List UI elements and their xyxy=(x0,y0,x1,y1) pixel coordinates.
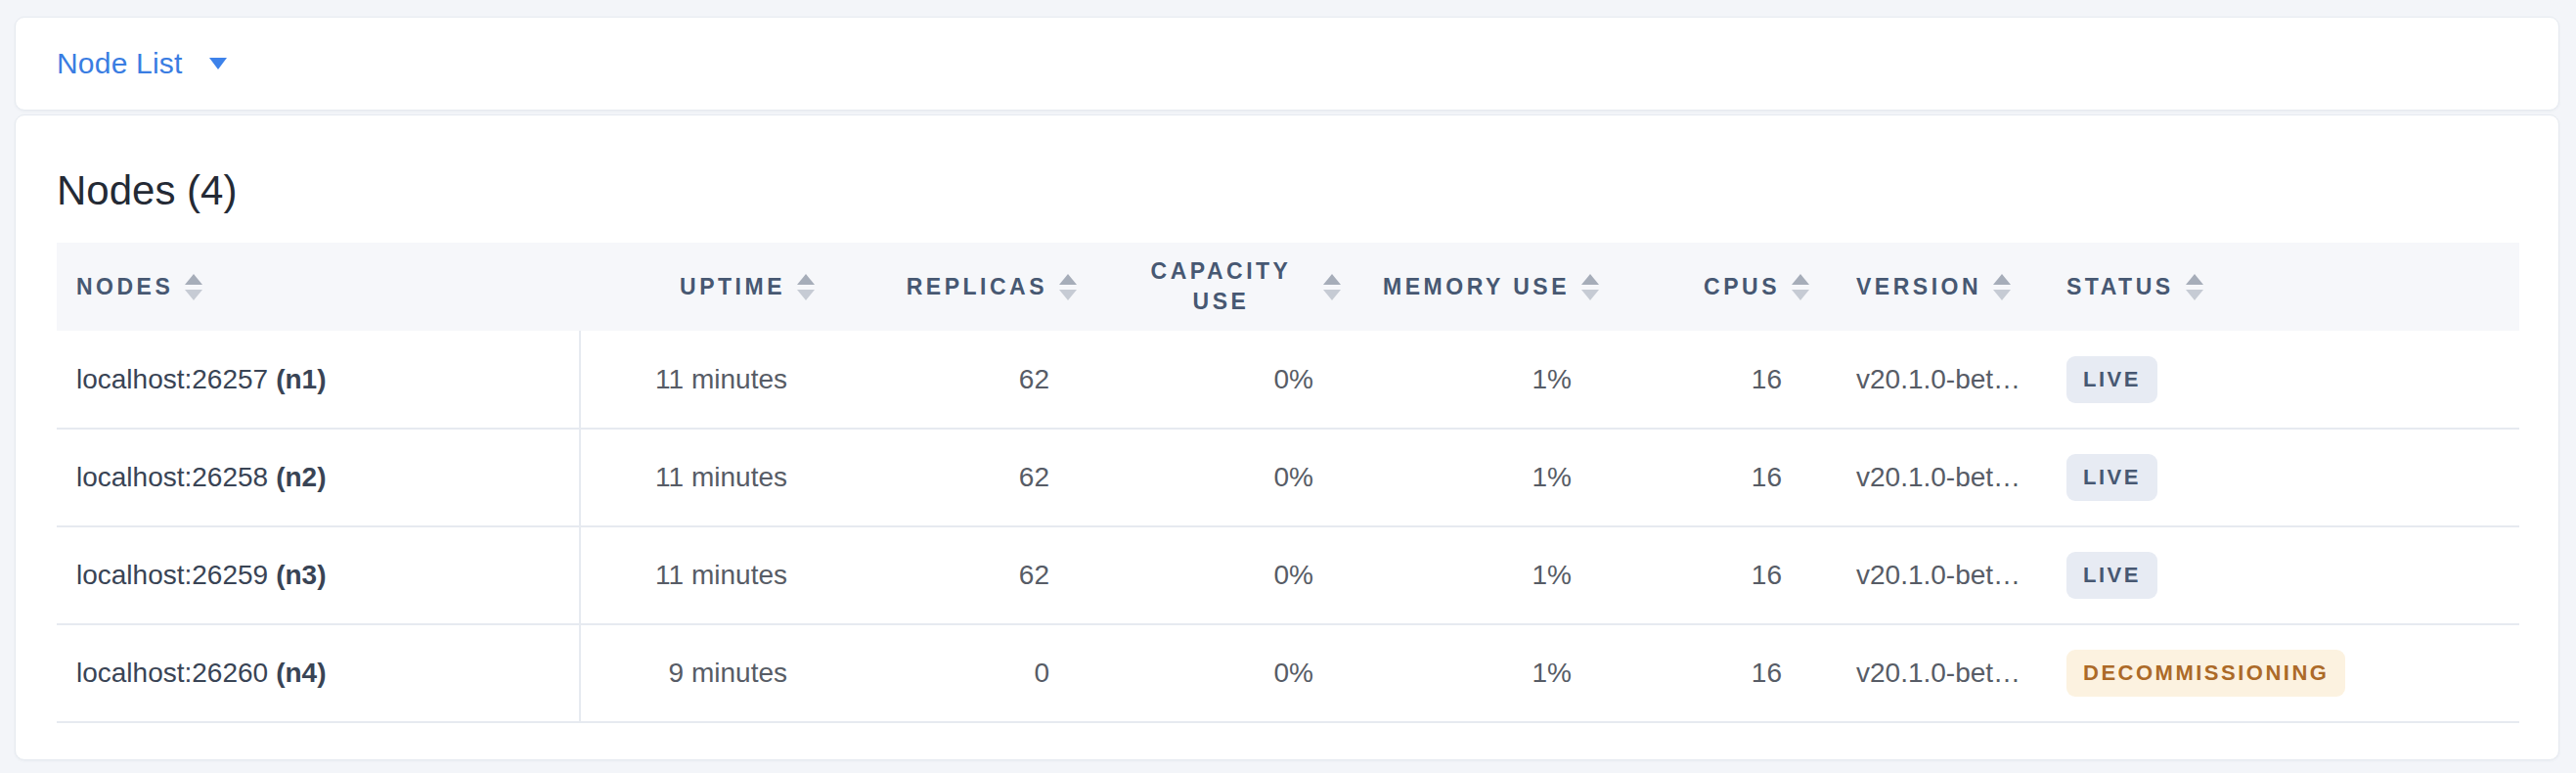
memory-use-cell: 1% xyxy=(1349,526,1607,624)
column-header-capacity-use[interactable]: CAPACITY USE xyxy=(1085,243,1349,331)
node-list-dropdown[interactable]: Node List xyxy=(57,47,227,80)
status-badge: LIVE xyxy=(2066,552,2157,599)
uptime-cell: 11 minutes xyxy=(580,526,822,624)
capacity-use-cell: 0% xyxy=(1085,331,1349,429)
capacity-use-cell: 0% xyxy=(1085,526,1349,624)
column-header-label: REPLICAS xyxy=(907,274,1047,300)
sort-arrows-icon xyxy=(797,274,815,300)
column-header-uptime[interactable]: UPTIME xyxy=(580,243,822,331)
node-id: (n4) xyxy=(276,658,326,688)
status-cell: LIVE xyxy=(2027,331,2519,429)
column-header-version[interactable]: VERSION xyxy=(1817,243,2027,331)
status-cell: LIVE xyxy=(2027,526,2519,624)
table-header: NODES UPTIME REPLICAS xyxy=(57,243,2519,331)
status-badge: DECOMMISSIONING xyxy=(2066,650,2345,697)
node-address-link[interactable]: localhost:26257 xyxy=(76,364,268,394)
nodes-table: NODES UPTIME REPLICAS xyxy=(57,243,2519,723)
replicas-cell: 62 xyxy=(822,526,1085,624)
column-header-label: CAPACITY USE xyxy=(1131,256,1311,317)
column-header-label: UPTIME xyxy=(680,274,785,300)
column-header-replicas[interactable]: REPLICAS xyxy=(822,243,1085,331)
nodes-panel: Nodes (4) NODES UPTIME xyxy=(15,114,2559,760)
node-address-link[interactable]: localhost:26259 xyxy=(76,560,268,590)
sort-arrows-icon xyxy=(1792,274,1809,300)
view-selector-bar: Node List xyxy=(15,17,2559,111)
column-header-label: NODES xyxy=(76,274,173,300)
sort-arrows-icon xyxy=(185,274,202,300)
status-cell: DECOMMISSIONING xyxy=(2027,624,2519,722)
node-address-link[interactable]: localhost:26258 xyxy=(76,462,268,492)
table-row: localhost:26258(n2) 11 minutes 62 0% 1% … xyxy=(57,429,2519,526)
capacity-use-cell: 0% xyxy=(1085,624,1349,722)
column-header-status[interactable]: STATUS xyxy=(2027,243,2519,331)
column-header-label: CPUS xyxy=(1704,274,1780,300)
column-header-label: VERSION xyxy=(1856,274,1981,300)
node-address-cell: localhost:26257 (n1) xyxy=(57,331,580,429)
cpus-cell: 16 xyxy=(1607,331,1817,429)
sort-arrows-icon xyxy=(2186,274,2203,300)
replicas-cell: 0 xyxy=(822,624,1085,722)
uptime-cell: 9 minutes xyxy=(580,624,822,722)
column-header-cpus[interactable]: CPUS xyxy=(1607,243,1817,331)
version-cell: v20.1.0-bet… xyxy=(1817,526,2027,624)
cpus-cell: 16 xyxy=(1607,624,1817,722)
table-row: localhost:26260 (n4) 9 minutes 0 0% 1% 16… xyxy=(57,624,2519,722)
cpus-cell: 16 xyxy=(1607,429,1817,526)
column-header-label: MEMORY USE xyxy=(1383,274,1570,300)
memory-use-cell: 1% xyxy=(1349,331,1607,429)
caret-down-icon xyxy=(209,58,227,69)
column-header-label: STATUS xyxy=(2066,274,2174,300)
node-id: (n1) xyxy=(276,364,326,394)
node-address-cell: localhost:26260 (n4) xyxy=(57,624,580,722)
page-title: Nodes (4) xyxy=(57,166,2517,215)
replicas-cell: 62 xyxy=(822,331,1085,429)
replicas-cell: 62 xyxy=(822,429,1085,526)
version-cell: v20.1.0-bet… xyxy=(1817,624,2027,722)
uptime-cell: 11 minutes xyxy=(580,429,822,526)
cpus-cell: 16 xyxy=(1607,526,1817,624)
node-id: (n2) xyxy=(276,462,326,492)
sort-arrows-icon xyxy=(1581,274,1599,300)
version-cell: v20.1.0-bet… xyxy=(1817,429,2027,526)
node-list-dropdown-label: Node List xyxy=(57,47,183,80)
node-address-link[interactable]: localhost:26260 xyxy=(76,658,268,688)
status-badge: LIVE xyxy=(2066,356,2157,403)
node-address-cell: localhost:26258 (n2) xyxy=(57,429,580,526)
node-address-cell: localhost:26259 (n3) xyxy=(57,526,580,624)
table-row: localhost:26259(n3) 11 minutes 62 0% 1% … xyxy=(57,526,2519,624)
sort-arrows-icon xyxy=(1059,274,1077,300)
column-header-nodes[interactable]: NODES xyxy=(57,243,580,331)
uptime-cell: 11 minutes xyxy=(580,331,822,429)
column-header-memory-use[interactable]: MEMORY USE xyxy=(1349,243,1607,331)
sort-arrows-icon xyxy=(1323,274,1341,300)
memory-use-cell: 1% xyxy=(1349,624,1607,722)
version-cell: v20.1.0-bet… xyxy=(1817,331,2027,429)
table-row: localhost:26257(n1) 11 minutes 62 0% 1% … xyxy=(57,331,2519,429)
node-id: (n3) xyxy=(276,560,326,590)
status-cell: LIVE xyxy=(2027,429,2519,526)
capacity-use-cell: 0% xyxy=(1085,429,1349,526)
memory-use-cell: 1% xyxy=(1349,429,1607,526)
status-badge: LIVE xyxy=(2066,454,2157,501)
sort-arrows-icon xyxy=(1993,274,2011,300)
